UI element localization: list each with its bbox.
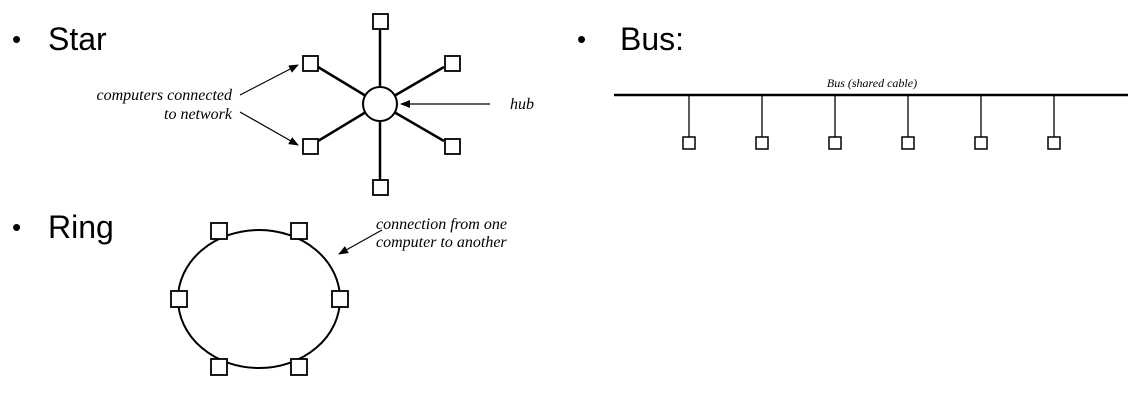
- ring-annotation-line2: computer to another: [376, 234, 507, 251]
- bus-cable-label: Bus (shared cable): [827, 76, 917, 90]
- arrow-to-upper-left-computer: [240, 65, 298, 95]
- star-link-lower-left: [318, 112, 366, 141]
- star-link-lower-right: [394, 112, 444, 141]
- ring-computer-node: [211, 359, 227, 375]
- bus-computer-node: [756, 137, 768, 149]
- bus-computer-node: [902, 137, 914, 149]
- bus-section: • Bus: Bus (shared cable): [577, 21, 1128, 149]
- bus-computer-node: [829, 137, 841, 149]
- bus-computer-node: [683, 137, 695, 149]
- arrow-to-lower-left-computer: [240, 112, 298, 145]
- bus-topology: [614, 95, 1128, 149]
- ring-annotation-line1: connection from one: [376, 216, 507, 233]
- star-computer-node: [303, 56, 318, 71]
- star-section: • Star computers connected to network hu…: [12, 14, 534, 195]
- bus-computer-node: [975, 137, 987, 149]
- ring-topology: [171, 223, 382, 375]
- ring-computer-node: [291, 359, 307, 375]
- star-computer-node: [445, 56, 460, 71]
- star-title: Star: [48, 21, 107, 57]
- ring-title: Ring: [48, 209, 114, 245]
- star-link-upper-right: [394, 67, 444, 96]
- ring-section: • Ring connection from one computer to a…: [12, 209, 507, 375]
- ring-computer-node: [171, 291, 187, 307]
- ring-computer-node: [211, 223, 227, 239]
- star-hub-annotation: hub: [510, 96, 534, 113]
- bus-computer-node: [1048, 137, 1060, 149]
- star-bullet: •: [12, 24, 21, 54]
- bus-title: Bus:: [620, 21, 684, 57]
- star-computer-node: [373, 14, 388, 29]
- ring-bullet: •: [12, 212, 21, 242]
- ring-computer-node: [332, 291, 348, 307]
- star-link-upper-left: [318, 67, 366, 96]
- ring-cable: [178, 230, 340, 368]
- star-hub-node: [363, 87, 397, 121]
- star-computer-node: [303, 139, 318, 154]
- star-computer-node: [445, 139, 460, 154]
- star-computer-node: [373, 180, 388, 195]
- bus-bullet: •: [577, 24, 586, 54]
- star-computers-annotation-line2: to network: [164, 106, 233, 123]
- ring-computer-node: [291, 223, 307, 239]
- star-computers-annotation-line1: computers connected: [96, 87, 233, 104]
